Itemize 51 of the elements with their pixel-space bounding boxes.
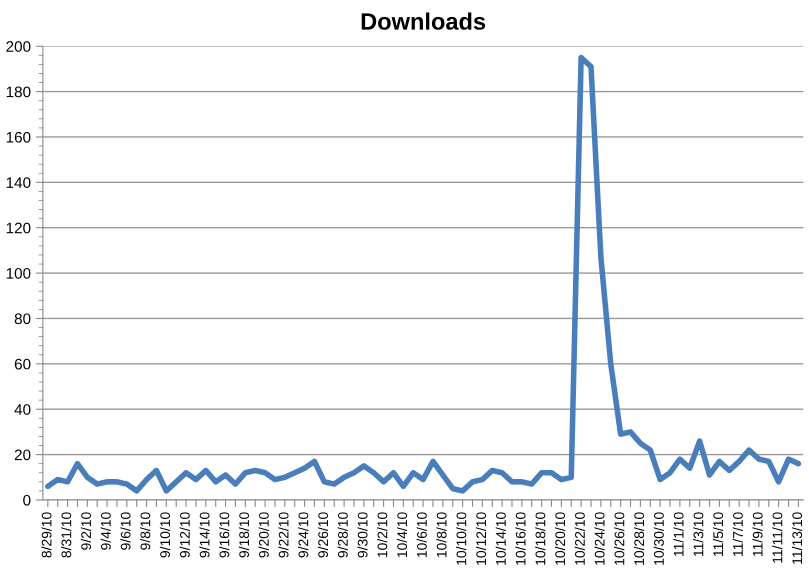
x-tick-label: 10/16/10 <box>515 512 526 565</box>
x-tick-label: 8/31/10 <box>61 512 72 558</box>
x-tick-label: 11/9/10 <box>752 512 763 556</box>
x-tick-label: 11/1/10 <box>673 512 684 556</box>
x-tick-label: 9/16/10 <box>219 512 230 558</box>
x-tick-label: 10/12/10 <box>476 512 486 565</box>
x-tick-label: 10/6/10 <box>416 512 427 558</box>
x-tick-label: 10/20/10 <box>554 512 566 565</box>
x-tick-label: 9/18/10 <box>238 512 250 558</box>
x-tick-label: 9/28/10 <box>338 512 348 558</box>
y-tick-label: 100 <box>6 268 30 279</box>
chart-title: Downloads <box>362 12 486 30</box>
x-tick-label: 10/22/10 <box>574 512 585 565</box>
x-tick-label: 9/10/10 <box>160 512 170 558</box>
y-tick-label: 160 <box>6 132 30 143</box>
x-tick-label: 11/13/10 <box>792 512 802 564</box>
x-tick-label: 9/30/10 <box>357 512 368 558</box>
x-tick-label: 8/29/10 <box>41 512 52 558</box>
x-tick-label: 11/5/10 <box>712 512 724 556</box>
x-tick-label: 10/26/10 <box>614 512 624 565</box>
x-tick-label: 11/3/10 <box>693 512 704 556</box>
y-tick-label: 40 <box>14 404 30 415</box>
x-tick-label: 10/24/10 <box>594 512 605 565</box>
y-tick-label: 180 <box>6 86 30 98</box>
y-tick-label: 0 <box>23 494 30 506</box>
x-tick-label: 11/11/10 <box>772 512 782 563</box>
y-tick-label: 60 <box>14 358 30 370</box>
x-tick-label: 11/7/10 <box>732 512 743 556</box>
x-tick-label: 9/24/10 <box>298 512 308 558</box>
x-tick-label: 9/20/10 <box>258 512 269 558</box>
x-tick-label: 10/4/10 <box>396 512 408 558</box>
x-tick-label: 9/4/10 <box>100 512 111 550</box>
y-tick-label: 20 <box>14 449 30 460</box>
x-tick-label: 10/18/10 <box>535 512 546 565</box>
x-tick-label: 9/2/10 <box>80 512 92 550</box>
x-tick-label: 9/6/10 <box>120 512 131 550</box>
x-tick-label: 9/14/10 <box>199 512 210 558</box>
y-tick-label: 120 <box>6 222 30 234</box>
y-tick-label: 200 <box>6 41 30 52</box>
y-tick-label: 80 <box>14 313 30 324</box>
x-tick-label: 9/26/10 <box>318 512 328 558</box>
x-tick-label: 10/10/10 <box>456 512 466 565</box>
y-tick-label: 140 <box>6 177 30 188</box>
x-tick-label: 10/14/10 <box>496 512 506 565</box>
x-tick-label: 10/8/10 <box>436 512 447 558</box>
x-tick-label: 9/22/10 <box>278 512 289 558</box>
x-tick-label: 10/2/10 <box>377 512 388 558</box>
x-tick-label: 10/28/10 <box>634 512 644 565</box>
x-tick-label: 10/30/10 <box>654 512 664 565</box>
x-tick-label: 9/12/10 <box>180 512 190 558</box>
x-tick-label: 9/8/10 <box>140 512 150 550</box>
